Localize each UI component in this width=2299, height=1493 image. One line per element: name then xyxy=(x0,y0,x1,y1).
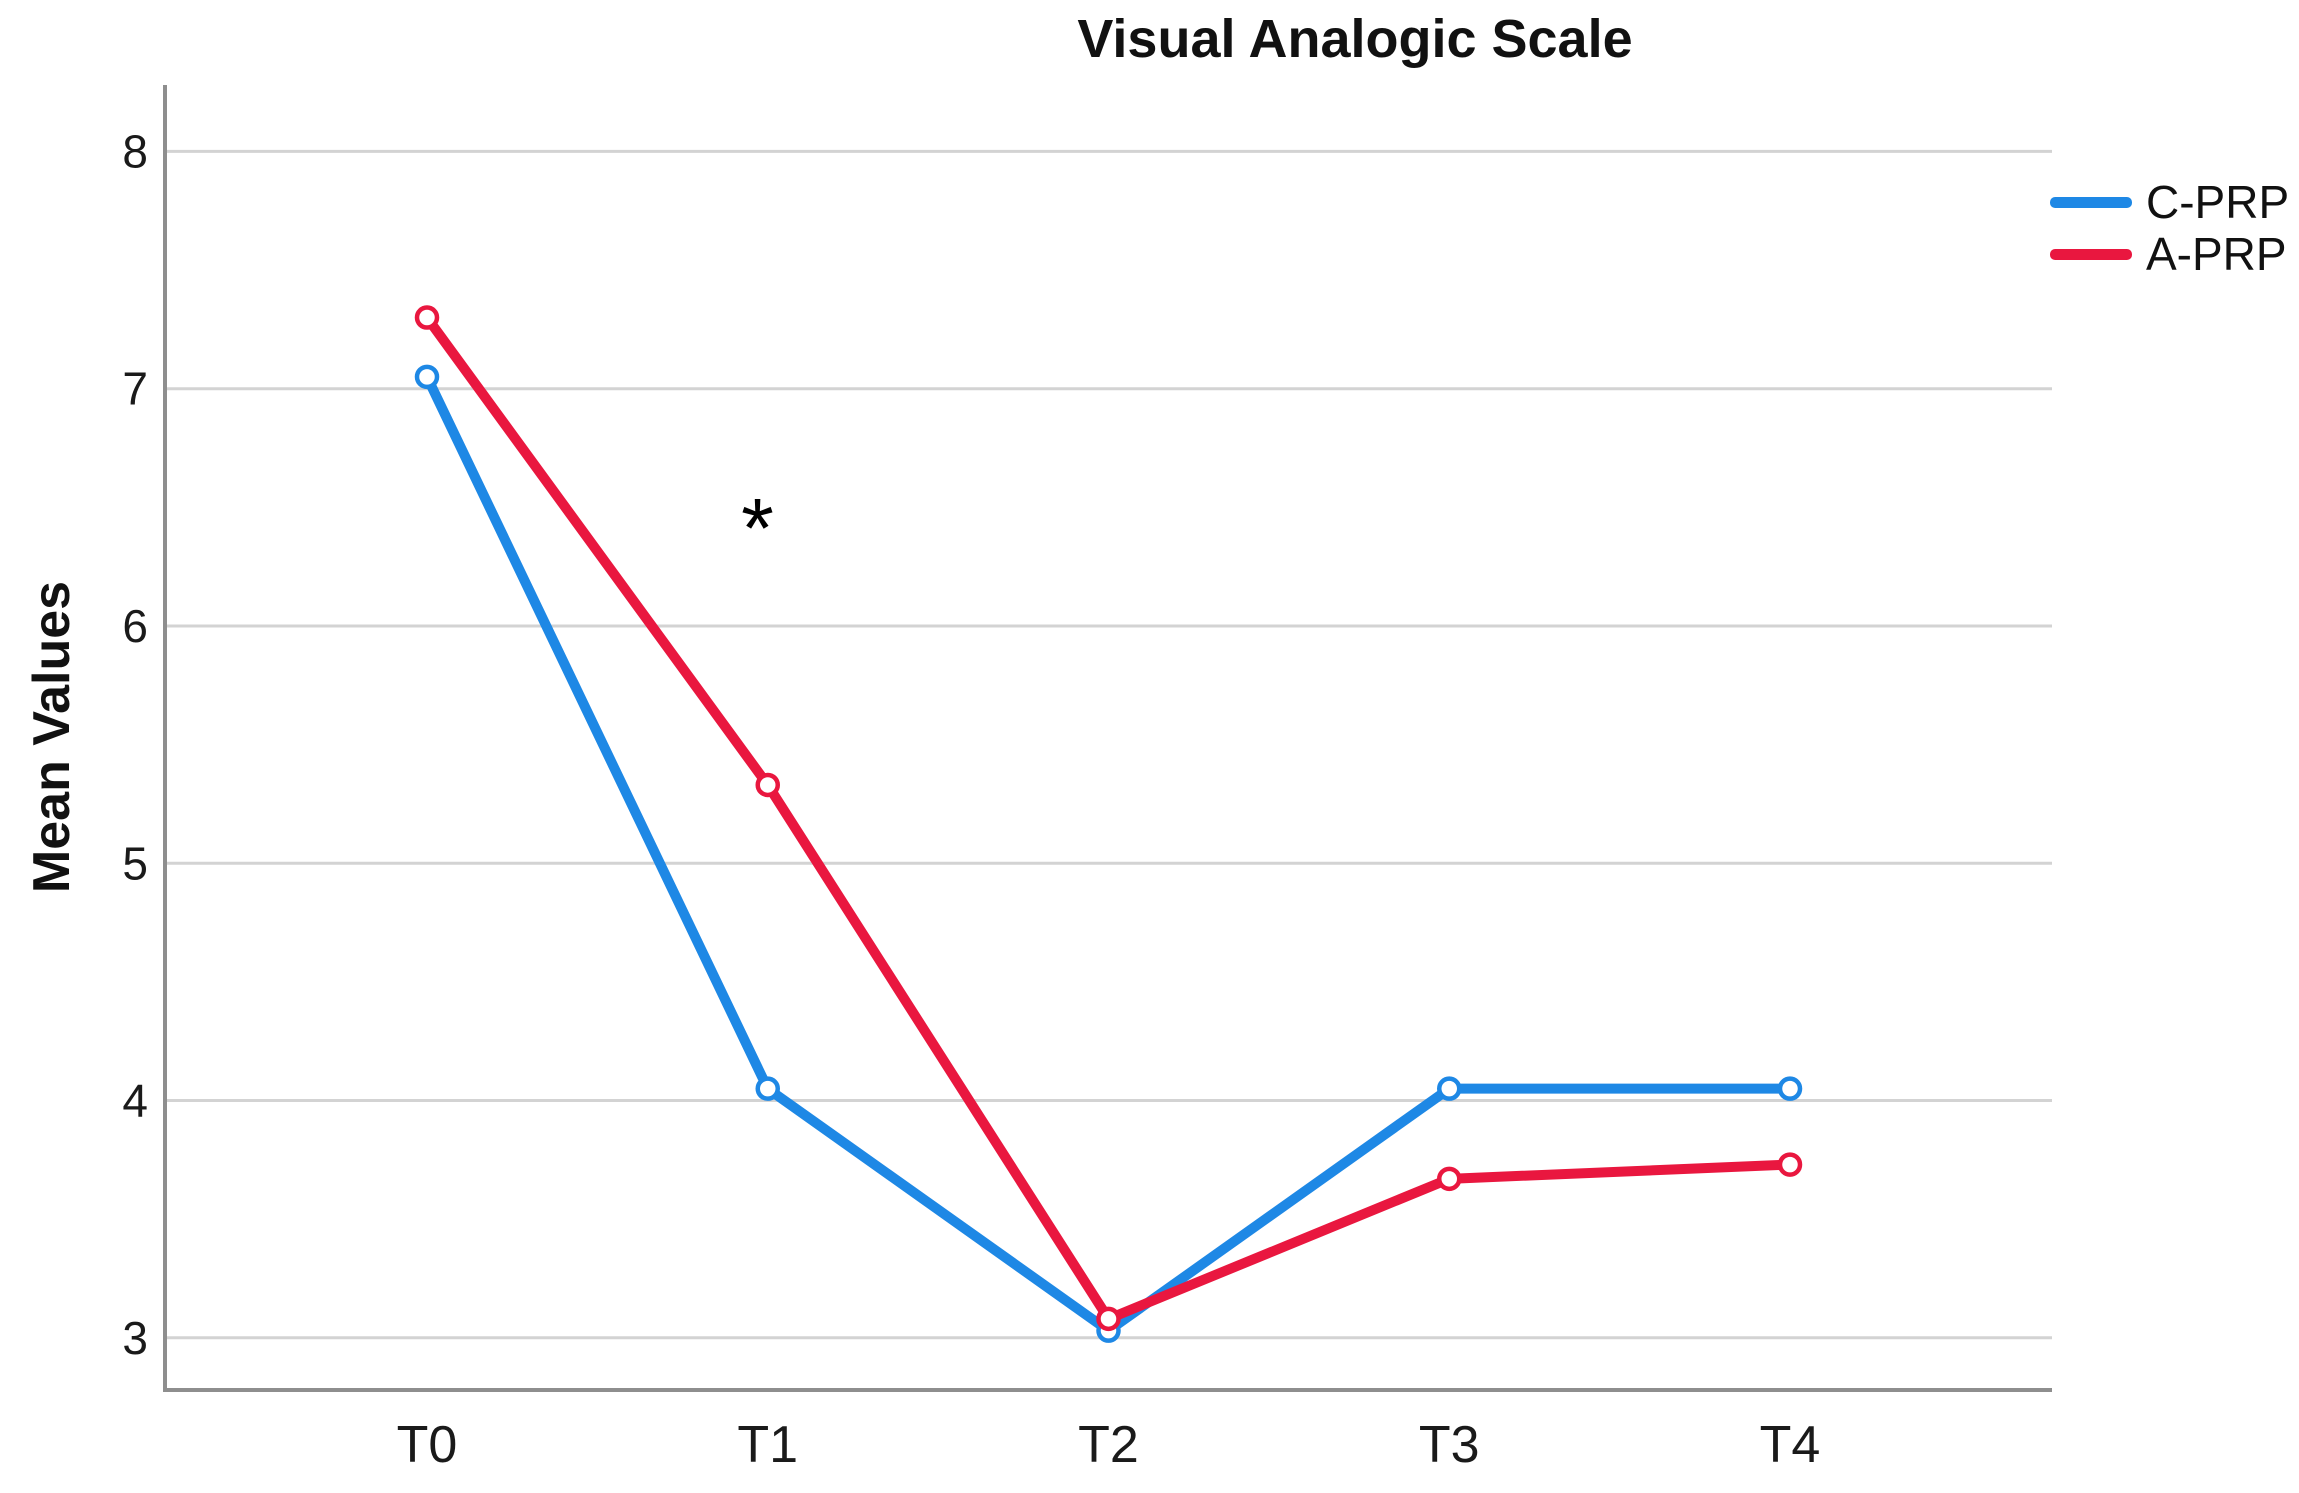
y-tick-label: 4 xyxy=(122,1075,148,1127)
legend-label-a-prp: A-PRP xyxy=(2146,228,2287,280)
series-c-prp xyxy=(414,364,1803,1343)
x-tick-label-t3: T3 xyxy=(1419,1416,1480,1474)
gridlines xyxy=(165,149,2052,1340)
legend-swatch-a-prp xyxy=(2050,248,2132,260)
x-tick-label-t0: T0 xyxy=(397,1416,458,1474)
y-tick-label: 7 xyxy=(122,363,148,415)
y-tick-label: 5 xyxy=(122,837,148,889)
y-tick-labels: 3 4 5 6 7 8 xyxy=(122,125,148,1363)
data-point-a-prp-t3 xyxy=(1437,1166,1462,1192)
y-tick-label: 6 xyxy=(122,600,148,652)
chart-title: Visual Analogic Scale xyxy=(1077,9,1633,69)
series-line-c-prp xyxy=(422,371,1795,1336)
legend-item-a-prp: A-PRP xyxy=(2050,228,2289,280)
data-point-c-prp-t1 xyxy=(755,1076,780,1101)
axes xyxy=(163,85,2052,1392)
legend-swatch-c-prp xyxy=(2050,196,2132,208)
data-point-c-prp-t4 xyxy=(1777,1076,1803,1101)
legend: C-PRP A-PRP xyxy=(2050,176,2289,280)
legend-item-c-prp: C-PRP xyxy=(2050,176,2289,228)
data-point-a-prp-t2 xyxy=(1096,1306,1121,1332)
x-tick-labels: T0 T1 T2 T3 T4 xyxy=(397,1416,1821,1474)
series-a-prp xyxy=(414,305,1803,1332)
y-tick-label: 3 xyxy=(122,1312,148,1364)
data-point-a-prp-t0 xyxy=(414,305,440,330)
data-point-c-prp-t0 xyxy=(414,364,440,390)
series-line-a-prp xyxy=(422,312,1795,1324)
x-tick-label-t4: T4 xyxy=(1760,1416,1821,1474)
legend-label-c-prp: C-PRP xyxy=(2146,176,2290,228)
y-tick-label: 8 xyxy=(122,125,148,177)
data-point-a-prp-t1 xyxy=(755,772,780,798)
data-point-c-prp-t3 xyxy=(1437,1076,1462,1101)
significance-asterisk: * xyxy=(741,481,774,575)
x-tick-label-t1: T1 xyxy=(737,1416,798,1474)
x-tick-label-t2: T2 xyxy=(1078,1416,1139,1474)
data-point-a-prp-t4 xyxy=(1777,1152,1803,1177)
